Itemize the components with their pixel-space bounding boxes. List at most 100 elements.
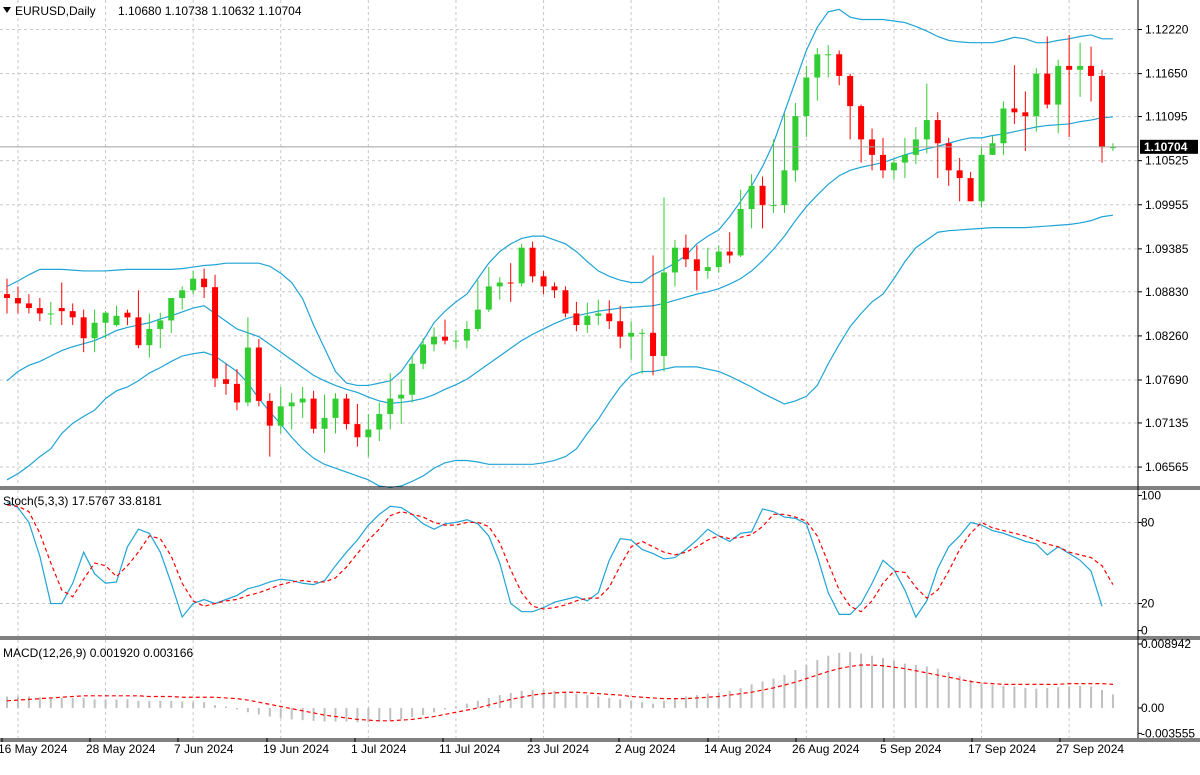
dropdown-triangle-icon[interactable] <box>3 7 11 13</box>
candle[interactable] <box>124 309 131 326</box>
candle[interactable] <box>146 313 153 358</box>
candle[interactable] <box>14 286 21 314</box>
candle[interactable] <box>518 243 525 287</box>
candle[interactable] <box>540 270 547 295</box>
candle[interactable] <box>682 234 689 268</box>
candle[interactable] <box>496 277 503 300</box>
price-pane[interactable] <box>0 8 1138 489</box>
candle[interactable] <box>1022 91 1029 151</box>
candle[interactable] <box>387 373 394 430</box>
candle[interactable] <box>759 176 766 229</box>
candle[interactable] <box>671 239 678 287</box>
candle[interactable] <box>836 50 843 86</box>
candle[interactable] <box>135 290 142 349</box>
candle[interactable] <box>847 73 854 140</box>
candle[interactable] <box>770 139 777 213</box>
candle[interactable] <box>168 297 175 333</box>
candle[interactable] <box>650 255 657 376</box>
candle[interactable] <box>244 317 251 407</box>
candle[interactable] <box>715 245 722 273</box>
candle[interactable] <box>233 369 240 411</box>
candle[interactable] <box>420 338 427 370</box>
candle[interactable] <box>693 245 700 291</box>
stochastic-pane[interactable] <box>6 501 1114 619</box>
candle[interactable] <box>398 379 405 425</box>
candle[interactable] <box>661 197 667 372</box>
candle[interactable] <box>1000 101 1007 155</box>
candle[interactable] <box>332 393 339 434</box>
candle[interactable] <box>967 171 974 202</box>
candle[interactable] <box>737 189 744 257</box>
candle[interactable] <box>803 65 810 138</box>
candle[interactable] <box>409 356 416 403</box>
candle[interactable] <box>212 274 219 387</box>
candle[interactable] <box>617 305 624 349</box>
candle[interactable] <box>58 282 65 326</box>
candle[interactable] <box>474 280 481 332</box>
macd-pane[interactable] <box>6 652 1114 723</box>
candle[interactable] <box>343 393 350 430</box>
candle[interactable] <box>880 137 886 179</box>
candle[interactable] <box>890 158 897 180</box>
candle[interactable] <box>255 339 262 407</box>
candle[interactable] <box>704 247 711 279</box>
candle[interactable] <box>69 303 76 326</box>
candle[interactable] <box>825 45 832 78</box>
candle[interactable] <box>628 321 635 360</box>
candle[interactable] <box>299 386 306 418</box>
candle[interactable] <box>485 267 492 312</box>
candle[interactable] <box>201 268 208 298</box>
candle[interactable] <box>266 393 273 457</box>
candle[interactable] <box>277 386 284 434</box>
candle[interactable] <box>639 328 646 374</box>
candle[interactable] <box>102 311 109 339</box>
candle[interactable] <box>288 393 295 430</box>
candle[interactable] <box>956 157 963 202</box>
candle[interactable] <box>91 309 98 353</box>
candle[interactable] <box>442 319 448 345</box>
candle[interactable] <box>1044 36 1051 109</box>
candle[interactable] <box>4 278 10 314</box>
candle[interactable] <box>945 137 952 186</box>
candle[interactable] <box>858 104 865 163</box>
candle[interactable] <box>748 174 755 229</box>
candle[interactable] <box>551 282 558 298</box>
candle[interactable] <box>223 363 229 395</box>
candle[interactable] <box>606 300 613 329</box>
candle[interactable] <box>901 137 908 179</box>
candle[interactable] <box>1088 46 1095 102</box>
candle[interactable] <box>1033 68 1040 132</box>
candle[interactable] <box>80 309 87 353</box>
candle[interactable] <box>934 112 941 179</box>
candle[interactable] <box>792 103 799 182</box>
candle[interactable] <box>923 83 930 154</box>
candle[interactable] <box>1055 59 1062 134</box>
candle[interactable] <box>376 402 383 442</box>
candle[interactable] <box>113 305 120 327</box>
candle[interactable] <box>354 403 361 447</box>
candle[interactable] <box>321 394 328 453</box>
candle[interactable] <box>507 263 514 302</box>
candle[interactable] <box>726 232 733 264</box>
candle[interactable] <box>25 294 32 314</box>
candle[interactable] <box>157 312 164 349</box>
candle[interactable] <box>1011 65 1018 124</box>
candle[interactable] <box>978 147 985 208</box>
candle[interactable] <box>781 113 788 213</box>
candle[interactable] <box>431 327 438 352</box>
candle[interactable] <box>365 414 372 457</box>
candle[interactable] <box>36 297 43 322</box>
candle[interactable] <box>595 299 602 326</box>
candle[interactable] <box>1066 34 1073 138</box>
candle[interactable] <box>463 321 470 349</box>
candle[interactable] <box>452 330 459 349</box>
candle[interactable] <box>562 286 569 318</box>
candle[interactable] <box>529 241 536 283</box>
candle[interactable] <box>584 302 591 333</box>
candle[interactable] <box>1077 42 1084 97</box>
candle[interactable] <box>310 390 317 434</box>
candle[interactable] <box>814 48 821 101</box>
candle[interactable] <box>573 301 580 332</box>
